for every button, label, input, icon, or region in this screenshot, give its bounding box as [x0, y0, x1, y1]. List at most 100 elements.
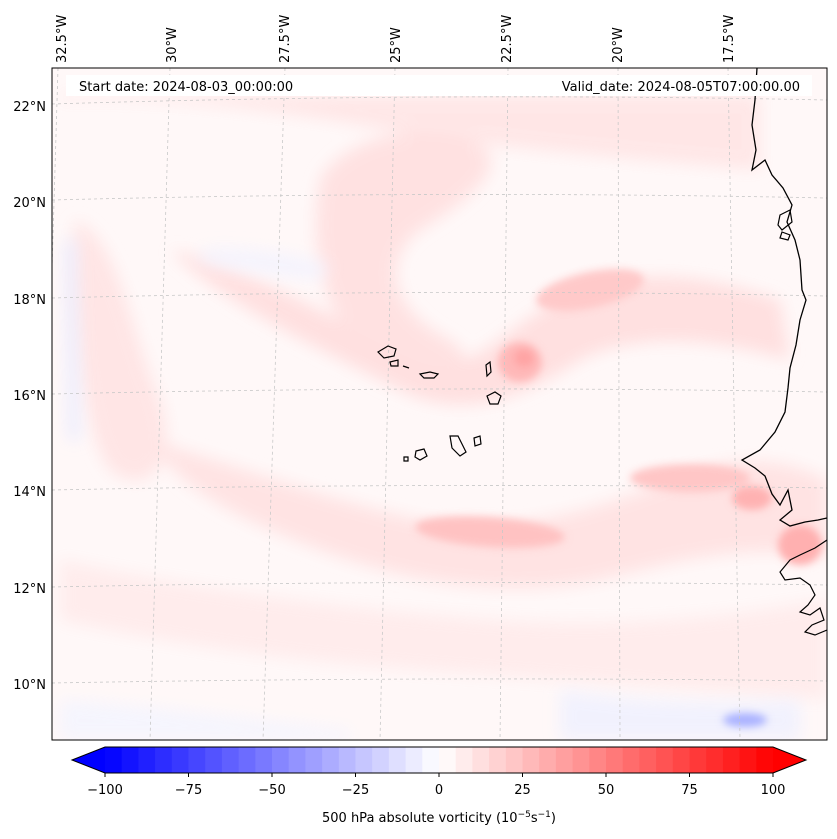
colorbar-label: 500 hPa absolute vorticity (10−5s−1) [322, 810, 556, 826]
colorbar-segment [288, 747, 306, 773]
colorbar-segment [589, 747, 607, 773]
guinea-coast [779, 539, 827, 636]
island-sao-vicente [389, 359, 399, 367]
colorbar-segment [439, 747, 457, 773]
parallel-line [52, 582, 827, 588]
vorticity-max-north-east [536, 269, 644, 311]
colorbar-segment [672, 747, 691, 773]
positive-region-west [73, 220, 167, 481]
colorbar-segment [155, 747, 173, 773]
lat-label: 10°N [13, 678, 46, 693]
vorticity-min-south [723, 713, 767, 727]
meridian-line [149, 68, 171, 740]
lat-label: 18°N [13, 293, 46, 308]
vorticity-core-cabo-verde [514, 349, 534, 367]
colorbar-segment [138, 747, 156, 773]
parallel-line [52, 485, 827, 491]
lon-label: 17.5°W [722, 15, 737, 63]
info-strip-background [66, 75, 812, 96]
vorticity-band-south [415, 516, 565, 548]
parallel-line [52, 678, 827, 684]
colorbar-segment [272, 747, 290, 773]
parallel-line [52, 194, 827, 201]
cabo-verde-islands [377, 345, 502, 462]
colorbar-segment [472, 747, 490, 773]
vorticity-field [52, 68, 827, 740]
start-date-label: Start date: 2024-08-03_00:00:00 [79, 80, 293, 95]
positive-region-south-band [150, 440, 827, 589]
colorbar-ticks: −100 −75 −50 −25 0 25 50 75 100 [87, 773, 785, 798]
lon-label: 20°W [611, 27, 626, 63]
lat-label: 12°N [13, 582, 46, 597]
colorbar-segment [539, 747, 557, 773]
lat-label: 20°N [13, 196, 46, 211]
colorbar-segment [338, 747, 357, 773]
positive-region-north [60, 95, 760, 170]
colorbar-segment [171, 747, 190, 773]
lat-label: 14°N [13, 485, 46, 500]
colorbar-segment [572, 747, 590, 773]
colorbar-tick-label: −75 [175, 783, 202, 798]
meridian-line [262, 68, 286, 740]
colorbar-segment [372, 747, 390, 773]
lon-label: 27.5°W [278, 15, 293, 63]
meridian-line [727, 68, 741, 740]
colorbar-segment [255, 747, 273, 773]
island-santa-luzia [402, 365, 410, 369]
colorbar-segment [388, 747, 407, 773]
colorbar-segment [121, 747, 139, 773]
colorbar-segment [739, 747, 757, 773]
positive-region-south [60, 560, 827, 700]
negative-region-central [200, 248, 330, 280]
colorbar-segment [489, 747, 507, 773]
parallel-line [52, 96, 827, 105]
colorbar-segment [555, 747, 574, 773]
colorbar-tick-label: −25 [342, 783, 369, 798]
graticule [52, 68, 827, 740]
colorbar-segment [221, 747, 240, 773]
island-sao-nicolau [418, 371, 440, 379]
island-santo-antao [377, 345, 397, 359]
lon-label: 22.5°W [500, 15, 515, 63]
lon-label: 30°W [165, 27, 180, 63]
colorbar-segment [455, 747, 473, 773]
colorbar-segments [72, 747, 806, 773]
colorbar-segment [322, 747, 340, 773]
colorbar-segment [205, 747, 223, 773]
vorticity-max-guinea [778, 525, 822, 565]
colorbar-segment [622, 747, 640, 773]
colorbar-segment [305, 747, 323, 773]
lat-label: 22°N [13, 100, 46, 115]
colorbar-segment [405, 747, 423, 773]
colorbar-segment [105, 747, 123, 773]
colorbar-segment [505, 747, 524, 773]
colorbar: −100 −75 −50 −25 0 25 50 75 100 500 hPa absolute… [70, 746, 808, 826]
colorbar-segment [422, 747, 440, 773]
colorbar-segment [656, 747, 674, 773]
valid-date-label: Valid_date: 2024-08-05T07:00:00.00 [562, 80, 800, 95]
map-frame [51, 67, 828, 741]
positive-region-arc [316, 132, 491, 392]
colorbar-tick-label: 100 [761, 783, 786, 798]
colorbar-segment [756, 747, 774, 773]
africa-coast-inlet [777, 209, 793, 241]
colorbar-tick-label: −50 [258, 783, 285, 798]
parallel-line [52, 388, 827, 395]
latitude-labels: 22°N 20°N 18°N 16°N 14°N 12°N 10°N [13, 100, 46, 693]
colorbar-segment [522, 747, 540, 773]
lon-label: 25°W [389, 27, 404, 63]
colorbar-extend-low [72, 747, 105, 773]
longitude-labels: 32.5°W 30°W 27.5°W 25°W 22.5°W 20°W 17.5… [55, 15, 737, 63]
colorbar-segment [238, 747, 256, 773]
colorbar-extend-high [773, 747, 806, 773]
vorticity-band-coast [630, 464, 750, 492]
negative-region-south-east [560, 690, 800, 740]
island-santiago [449, 435, 467, 457]
island-boa-vista [486, 391, 502, 405]
africa-coastline [740, 68, 827, 527]
island-fogo [414, 448, 428, 461]
meridian-line [499, 68, 509, 740]
colorbar-tick-label: 0 [435, 783, 443, 798]
colorbar-segment [355, 747, 373, 773]
